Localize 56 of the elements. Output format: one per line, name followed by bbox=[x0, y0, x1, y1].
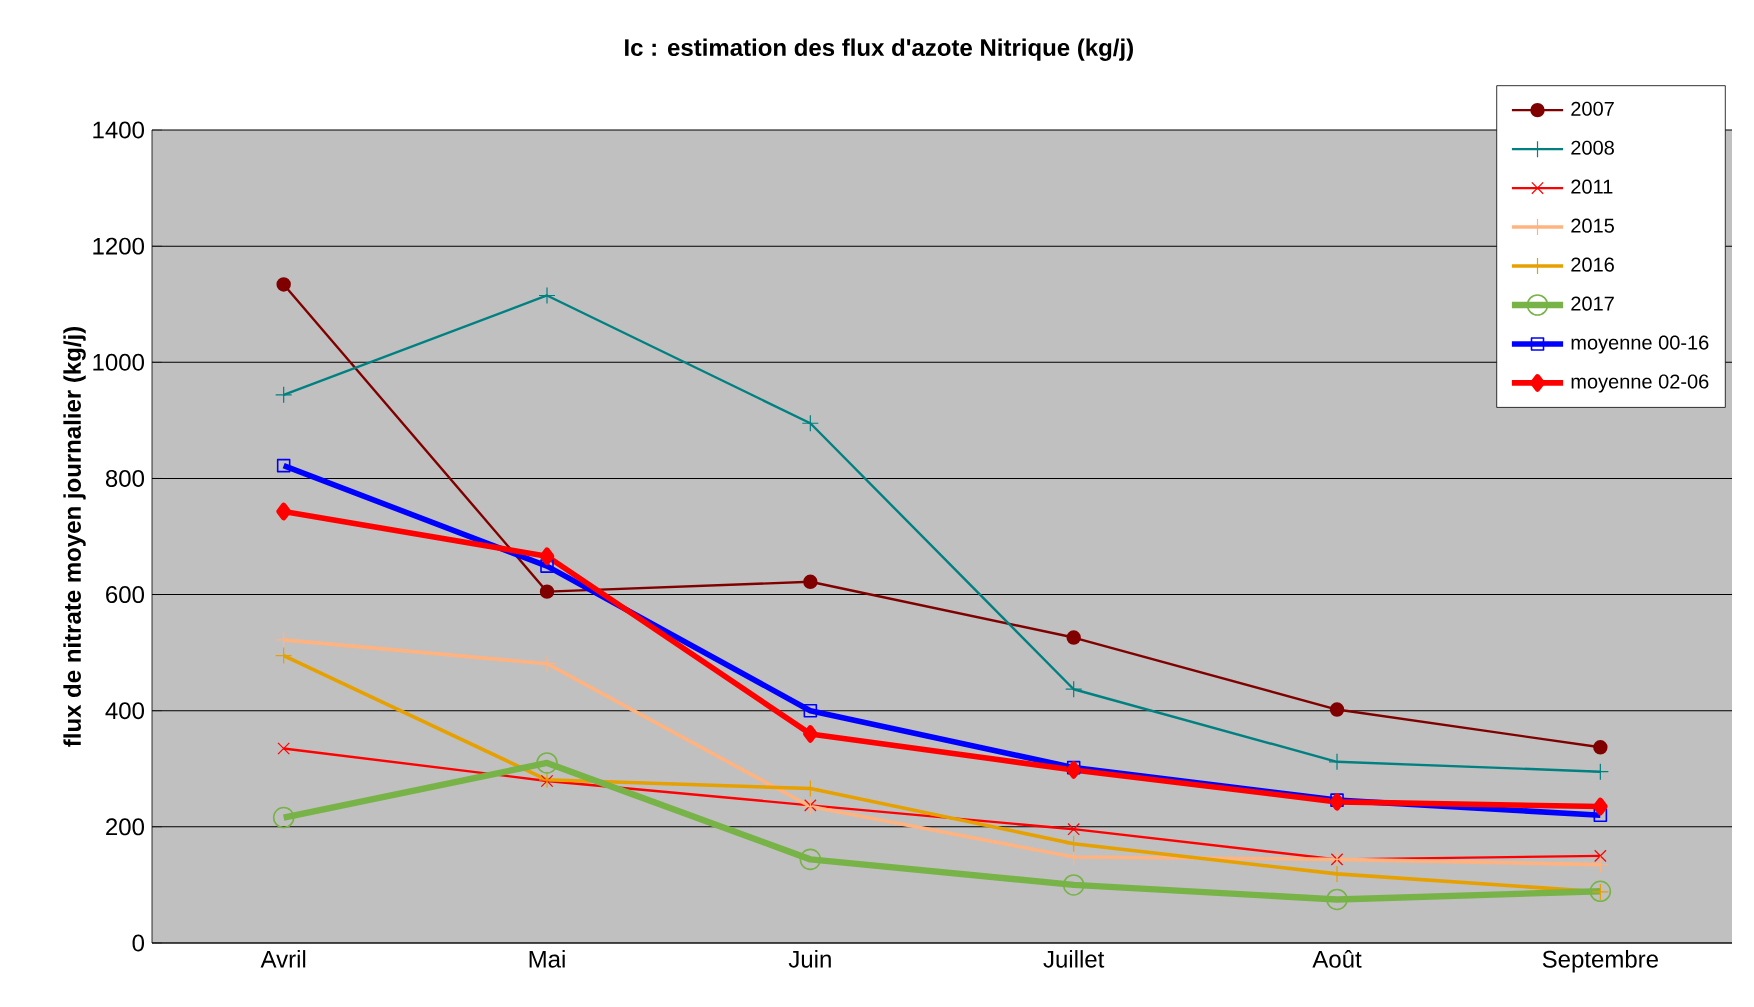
y-tick-label: 600 bbox=[106, 586, 144, 604]
point bbox=[1326, 888, 1348, 911]
point bbox=[804, 799, 817, 812]
point bbox=[803, 574, 818, 589]
point bbox=[1593, 808, 1608, 823]
x-tick-label: Avril bbox=[260, 950, 306, 968]
y-tick-label: 200 bbox=[106, 818, 144, 836]
x-tick-label: Août bbox=[1312, 950, 1362, 968]
point bbox=[1062, 874, 1085, 896]
point bbox=[539, 547, 555, 566]
point bbox=[1593, 740, 1608, 755]
legend-label: 2017 bbox=[1571, 296, 1614, 311]
y-tick-label: 800 bbox=[105, 469, 144, 487]
point bbox=[1067, 822, 1080, 836]
x-tick-label: Mai bbox=[529, 950, 565, 968]
point bbox=[1591, 763, 1609, 781]
point bbox=[1329, 793, 1345, 811]
x-tick-label: Juillet bbox=[1043, 950, 1105, 968]
point bbox=[538, 286, 556, 305]
y-axis-title: flux de nitrate moyen journalier (kg/j) bbox=[63, 326, 86, 747]
legend-label: 2015 bbox=[1571, 218, 1614, 233]
point bbox=[272, 806, 295, 829]
point bbox=[536, 752, 558, 774]
y-tick-label: 400 bbox=[105, 702, 144, 720]
chart-title: Ic : estimation des flux d'azote Nitrique (kg/j) bbox=[625, 38, 1133, 61]
point bbox=[801, 414, 819, 432]
legend-label: 2007 bbox=[1571, 101, 1614, 116]
point bbox=[1329, 702, 1345, 717]
point bbox=[539, 584, 555, 599]
y-tick-label: 1000 bbox=[93, 353, 144, 371]
legend-label: 2008 bbox=[1571, 140, 1614, 155]
legend-label: moyenne 00-16 bbox=[1571, 335, 1709, 354]
point bbox=[1066, 760, 1081, 775]
legend-label: 2011 bbox=[1571, 179, 1613, 194]
y-tick-label: 1400 bbox=[93, 121, 144, 139]
point bbox=[1594, 849, 1607, 863]
point bbox=[275, 646, 293, 665]
point bbox=[276, 458, 291, 473]
x-tick-label: Juin bbox=[788, 950, 831, 968]
y-tick-label: 1200 bbox=[93, 237, 144, 255]
point bbox=[801, 797, 819, 816]
point bbox=[1593, 797, 1608, 816]
point bbox=[803, 725, 818, 743]
point bbox=[275, 386, 293, 404]
x-tick-label: Septembre bbox=[1542, 950, 1658, 973]
point bbox=[799, 848, 822, 871]
legend-label: 2016 bbox=[1571, 257, 1614, 272]
point bbox=[1065, 680, 1083, 698]
point bbox=[1066, 761, 1081, 779]
point bbox=[1066, 630, 1081, 645]
point bbox=[276, 502, 291, 521]
y-tick-label: 0 bbox=[132, 934, 145, 952]
point bbox=[276, 277, 291, 292]
legend-label: moyenne 02-06 bbox=[1571, 374, 1709, 393]
point bbox=[277, 742, 290, 755]
point bbox=[803, 703, 818, 718]
